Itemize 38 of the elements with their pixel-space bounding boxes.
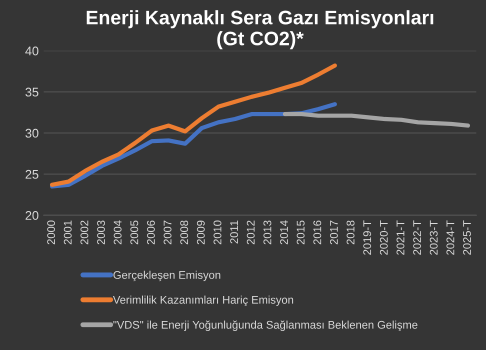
x-tick-label: 2017	[330, 220, 338, 244]
x-tick-label: 2022-T	[413, 220, 422, 255]
line-series	[50, 63, 337, 187]
x-tick-label: 2000	[47, 220, 56, 244]
x-tick-label: 2021-T	[396, 220, 404, 255]
y-tick-label: 35	[25, 88, 38, 97]
y-tick-label: 30	[25, 128, 38, 138]
x-tick-label: 2020-T	[380, 220, 388, 255]
x-tick-label: 2010	[214, 220, 222, 244]
y-tick-label: 25	[26, 170, 38, 179]
x-tick-label: 2003	[97, 220, 105, 244]
x-tick-label: 2008	[180, 220, 188, 244]
x-tick-label: 2002	[80, 220, 88, 244]
x-tick-label: 2016	[313, 220, 322, 244]
legend-label: "VDS" ile Enerji Yoğunluğunda Sağlanması Beklenen Gelişme	[113, 320, 418, 331]
x-tick-label: 2012	[246, 220, 255, 244]
x-tick-label: 2015	[296, 220, 305, 244]
line-series	[50, 102, 337, 189]
x-tick-label: 2018	[346, 220, 354, 244]
x-tick-label: 2006	[146, 220, 155, 244]
legend-label: Verimlilik Kazanımları Hariç Emisyon	[112, 296, 294, 306]
x-tick-label: 2007	[164, 220, 172, 244]
y-tick-label: 40	[25, 46, 38, 56]
line-series	[282, 112, 470, 128]
x-tick-label: 2014	[280, 220, 288, 244]
x-tick-label: 2023-T	[430, 220, 438, 255]
x-tick-label: 2009	[196, 220, 205, 244]
x-tick-label: 2025-T	[463, 220, 471, 255]
legend-label: Gerçekleşen Emisyon	[113, 270, 220, 282]
x-tick-label: 2019-T	[363, 220, 372, 255]
x-tick-label: 2013	[263, 220, 272, 244]
x-tick-label: 2024-T	[446, 220, 454, 255]
chart-title: Enerji Kaynaklı Sera Gazı Emisyonları (Gt CO2)*	[86, 10, 434, 50]
x-tick-label: 2011	[230, 220, 238, 244]
x-tick-label: 2005	[130, 220, 138, 244]
x-tick-label: 2001	[64, 220, 72, 244]
y-tick-label: 20	[26, 211, 38, 220]
x-tick-label: 2004	[114, 220, 122, 244]
